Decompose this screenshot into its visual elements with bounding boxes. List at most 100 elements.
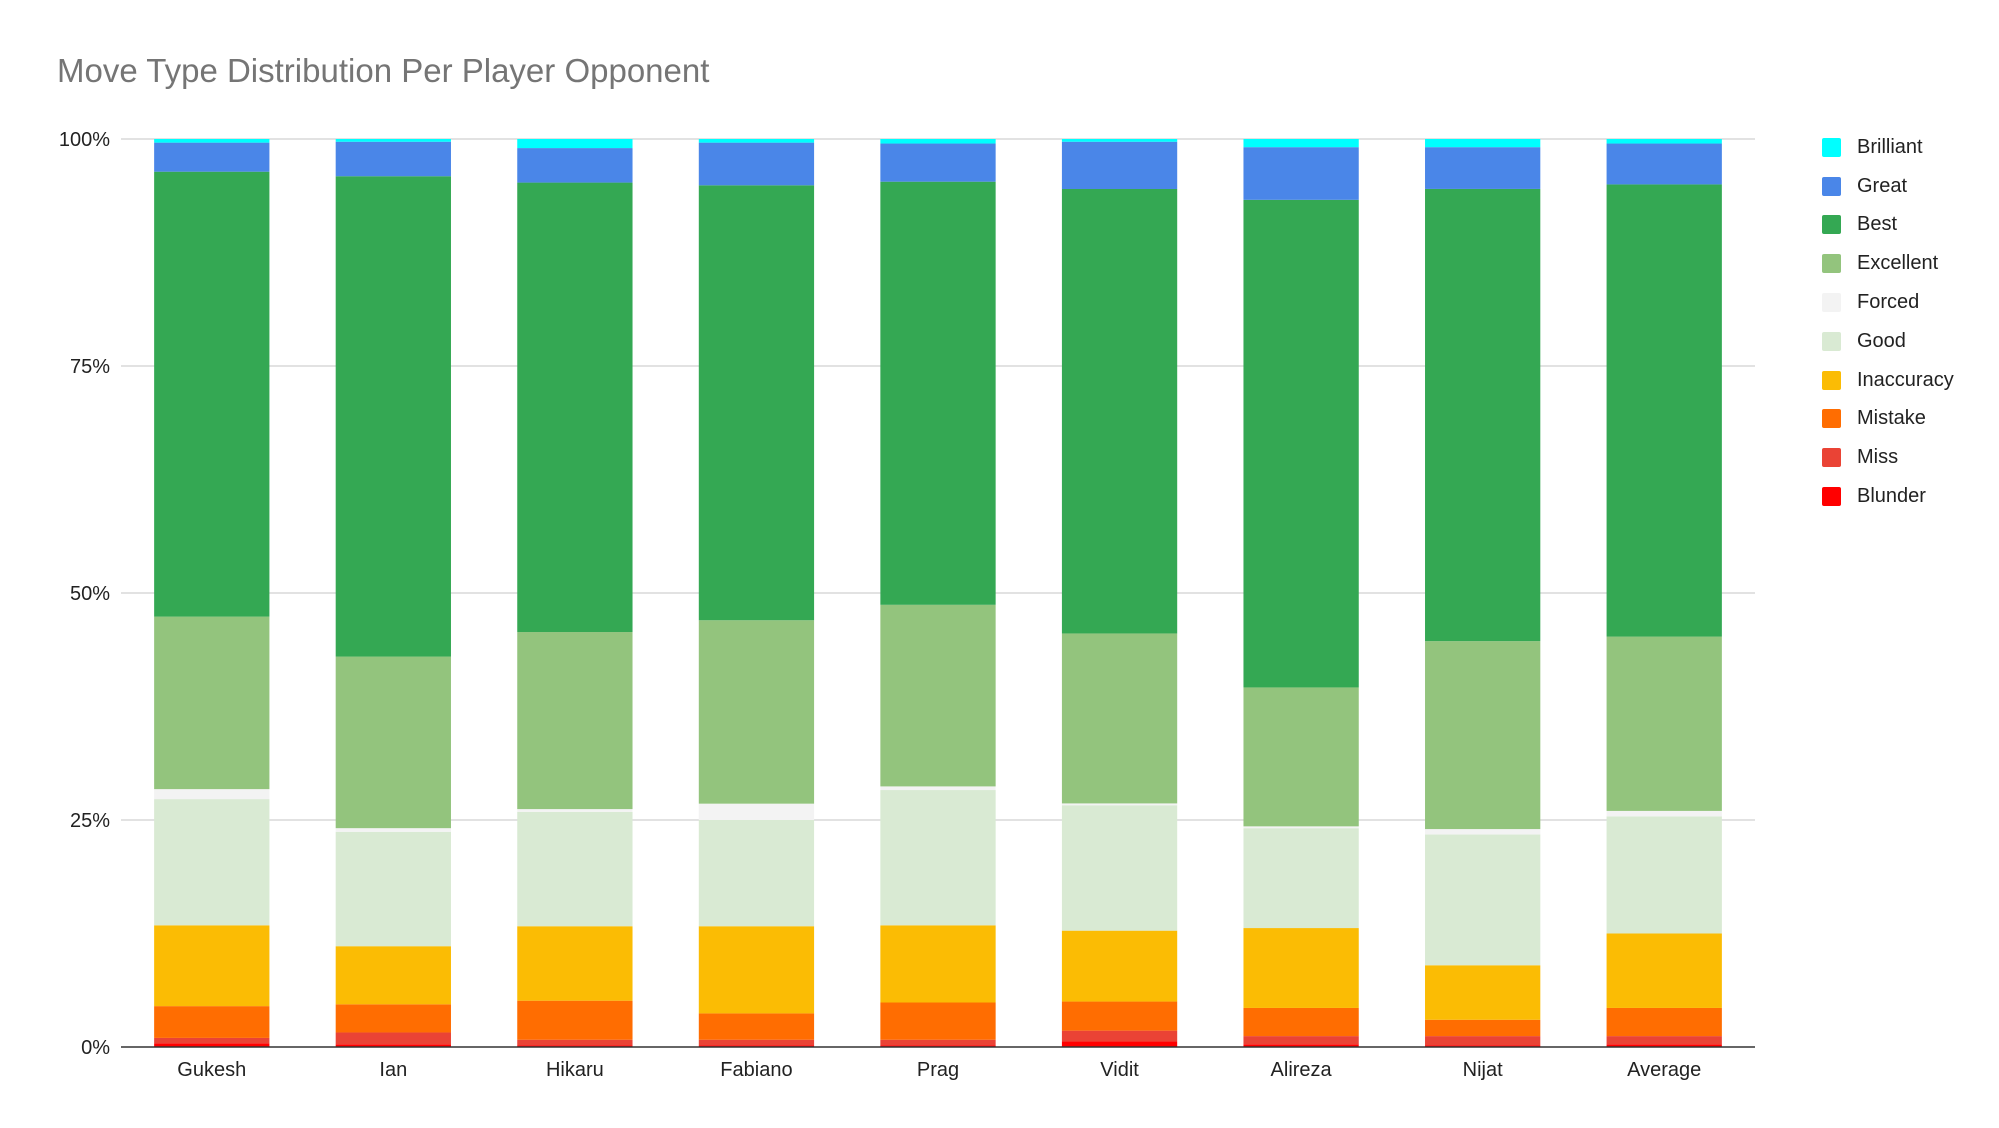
x-tick-label: Hikaru [546, 1059, 604, 1081]
legend-label: Brilliant [1857, 135, 1923, 158]
bar-segment-forced [517, 809, 633, 812]
bar-segment-miss [880, 1039, 996, 1046]
chart-title: Move Type Distribution Per Player Oppone… [57, 52, 710, 89]
legend-item-inaccuracy[interactable]: Inaccuracy [1822, 361, 1954, 400]
bar-segment-inaccuracy [1606, 933, 1722, 1008]
bar-segment-blunder [1425, 1045, 1541, 1047]
bar-segment-mistake [154, 1006, 270, 1038]
legend-item-excellent[interactable]: Excellent [1822, 244, 1954, 283]
bar-segment-blunder [335, 1044, 451, 1047]
legend-swatch [1822, 137, 1841, 157]
bar-segment-good [335, 831, 451, 947]
legend-item-forced[interactable]: Forced [1822, 283, 1954, 322]
legend-label: Blunder [1857, 485, 1926, 508]
bar-segment-brilliant [517, 139, 633, 149]
bar-segment-excellent [880, 604, 996, 787]
bar-segment-inaccuracy [1061, 930, 1178, 1002]
bar-segment-mistake [1425, 1019, 1541, 1037]
bar-segment-good [517, 811, 633, 927]
legend-label: Good [1857, 329, 1906, 352]
bar-segment-great [335, 141, 451, 177]
bar-segment-inaccuracy [1243, 928, 1359, 1008]
bar-segment-blunder [1606, 1044, 1722, 1047]
bar-segment-forced [1061, 803, 1178, 806]
bar-segment-best [517, 182, 633, 633]
bar-segment-miss [1606, 1036, 1722, 1045]
bar-segment-great [1425, 147, 1541, 189]
legend-item-best[interactable]: Best [1822, 206, 1954, 245]
bar-segment-best [335, 176, 451, 657]
bar-segment-miss [1425, 1036, 1541, 1046]
legend-swatch [1822, 176, 1841, 196]
bar-segment-mistake [1243, 1007, 1359, 1037]
y-tick-label: 50% [70, 583, 110, 605]
y-tick-label: 0% [81, 1037, 110, 1059]
legend-label: Forced [1857, 291, 1920, 314]
legend-swatch [1822, 487, 1841, 507]
bar-segment-excellent [1061, 633, 1178, 804]
y-tick-label: 100% [59, 129, 110, 151]
bar-segment-forced [880, 786, 996, 791]
legend: Brilliant Great Best Excellent Forced Good Ina… [1822, 128, 1954, 516]
bar-segment-great [1061, 141, 1178, 189]
legend-item-great[interactable]: Great [1822, 167, 1954, 206]
bar-segment-best [1606, 184, 1722, 637]
legend-label: Inaccuracy [1857, 368, 1954, 391]
bar-segment-mistake [517, 1000, 633, 1040]
bar-segment-mistake [880, 1002, 996, 1040]
bar-segment-forced [1425, 829, 1541, 835]
bar-segment-good [880, 790, 996, 926]
bar-segment-great [698, 142, 815, 186]
bar-segment-blunder [698, 1045, 815, 1047]
x-tick-label: Fabiano [720, 1059, 792, 1081]
bar-segment-inaccuracy [335, 946, 451, 1005]
legend-label: Excellent [1857, 252, 1939, 275]
x-tick-label: Gukesh [177, 1059, 246, 1081]
bar-segment-excellent [335, 656, 451, 829]
y-tick-label: 75% [70, 356, 110, 378]
bar-segment-forced [698, 803, 815, 820]
bar-segment-miss [1243, 1036, 1359, 1045]
bar-segment-brilliant [335, 139, 451, 142]
x-tick-label: Vidit [1100, 1059, 1139, 1081]
legend-item-brilliant[interactable]: Brilliant [1822, 128, 1954, 167]
bar-segment-forced [154, 789, 270, 800]
bar-segment-forced [335, 828, 451, 832]
legend-swatch [1822, 293, 1841, 313]
bar-segment-brilliant [1061, 139, 1178, 142]
legend-label: Miss [1857, 446, 1899, 469]
bar-segment-excellent [1606, 636, 1722, 811]
bar-segment-miss [1061, 1030, 1178, 1042]
bar-segment-forced [1243, 826, 1359, 829]
x-tick-label: Alireza [1271, 1059, 1333, 1081]
legend-item-miss[interactable]: Miss [1822, 438, 1954, 477]
legend-swatch [1822, 448, 1841, 468]
bar-segment-excellent [1243, 687, 1359, 827]
bar-segment-excellent [517, 632, 633, 810]
legend-item-good[interactable]: Good [1822, 322, 1954, 361]
bar-segment-brilliant [880, 139, 996, 144]
legend-label: Best [1857, 213, 1898, 236]
bar-segment-forced [1606, 810, 1722, 817]
legend-label: Great [1857, 174, 1908, 197]
bar-segment-good [1243, 828, 1359, 929]
legend-item-blunder[interactable]: Blunder [1822, 477, 1954, 516]
bars [154, 139, 1722, 1047]
x-tick-label: Ian [379, 1059, 407, 1081]
bar-segment-brilliant [154, 139, 270, 143]
bar-segment-mistake [1606, 1007, 1722, 1037]
legend-item-mistake[interactable]: Mistake [1822, 400, 1954, 439]
bar-segment-inaccuracy [1425, 965, 1541, 1020]
bar-segment-best [1425, 188, 1541, 642]
bar-segment-great [880, 143, 996, 182]
bar-segment-inaccuracy [880, 925, 996, 1003]
bar-segment-miss [154, 1037, 270, 1044]
legend-label: Mistake [1857, 407, 1926, 430]
legend-swatch [1822, 331, 1841, 351]
bar-segment-blunder [517, 1045, 633, 1047]
bar-segment-best [1061, 188, 1178, 634]
bar-segment-miss [517, 1039, 633, 1046]
bar-segment-brilliant [698, 139, 815, 143]
bar-segment-miss [335, 1032, 451, 1045]
